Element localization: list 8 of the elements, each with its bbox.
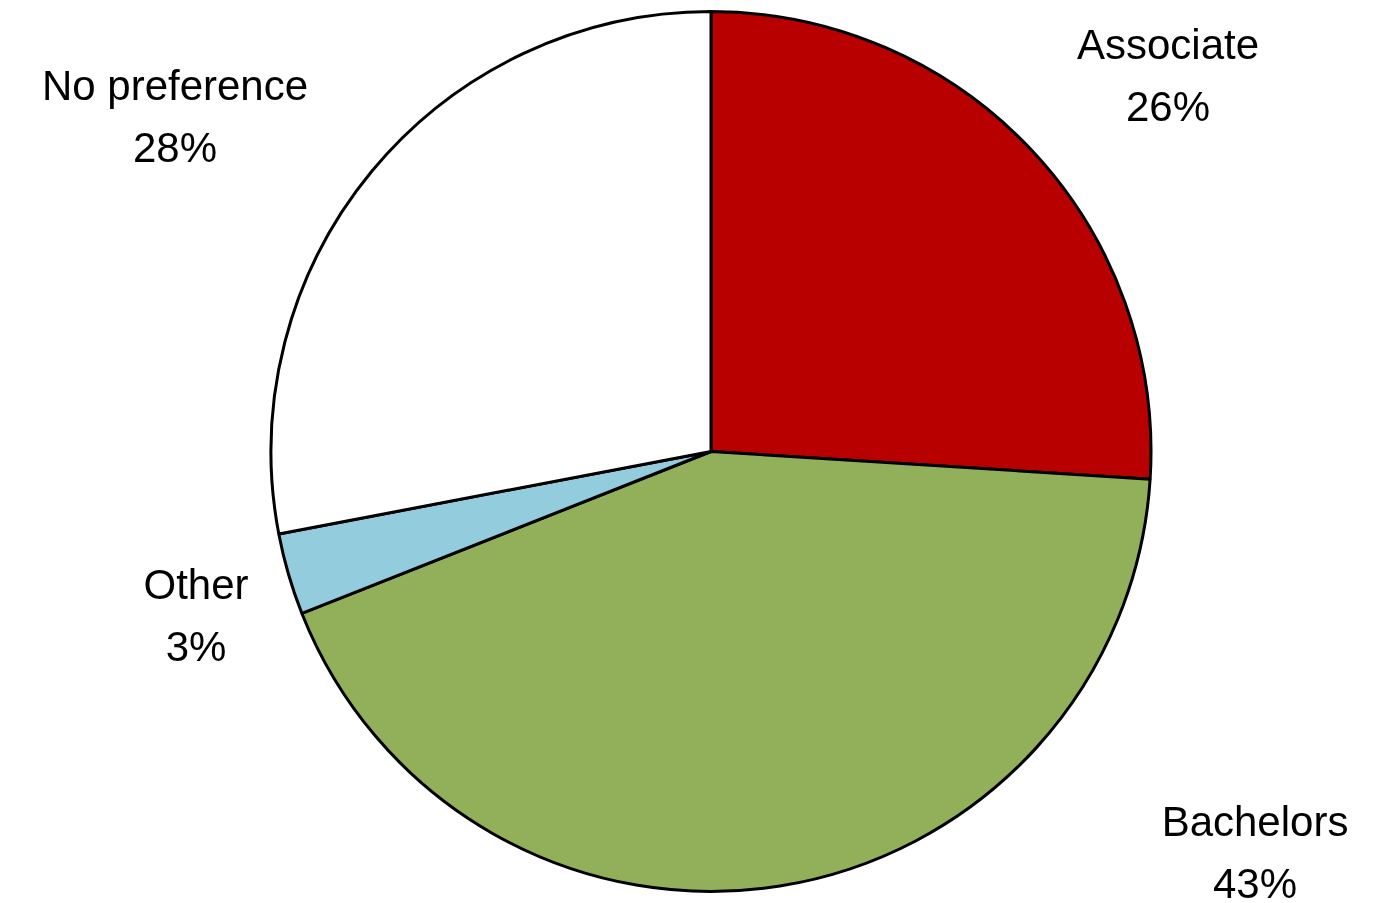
data-label: 28% — [132, 123, 218, 171]
slice-label: Other — [143, 560, 249, 608]
slice-label: Associate — [1076, 20, 1260, 68]
slice-label: No preference — [41, 61, 309, 109]
data-label: 43% — [1212, 859, 1298, 903]
slice-label: Bachelors — [1161, 797, 1349, 845]
data-label: 3% — [165, 622, 227, 670]
data-label: 26% — [1125, 82, 1211, 130]
